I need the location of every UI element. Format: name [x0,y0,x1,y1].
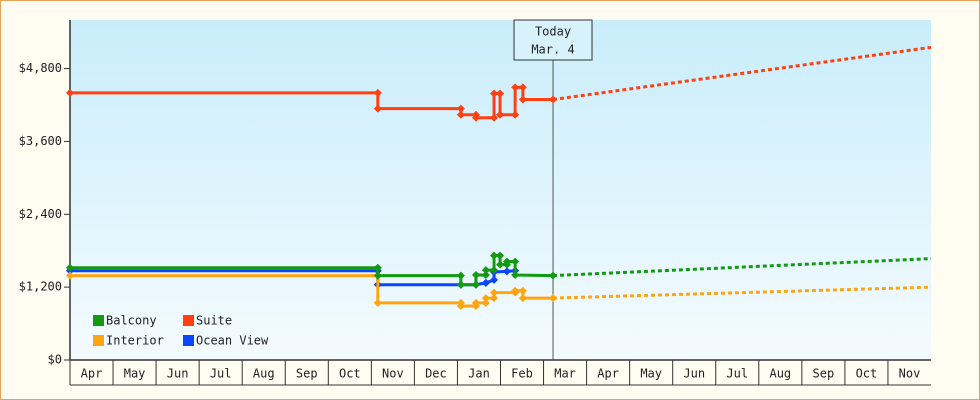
x-tick-label: Sep [296,367,318,381]
point-marker [490,251,499,260]
x-tick-label: Jul [210,367,232,381]
point-marker [456,110,465,119]
point-marker [373,263,382,272]
y-tick-label: $1,200 [19,280,62,294]
x-tick-label: Aug [769,367,791,381]
point-marker [518,83,527,92]
point-marker [456,301,465,310]
x-tick-label: Jun [683,367,705,381]
x-tick-label: Sep [813,367,835,381]
point-marker [496,110,505,119]
point-marker [502,257,511,266]
forecast-line [552,285,932,300]
legend-label: Balcony [106,314,157,328]
x-tick-label: Feb [511,367,533,381]
point-marker [490,288,499,297]
today-label: Mar. 4 [531,43,574,57]
point-marker [481,266,490,275]
point-marker [518,286,527,295]
y-tick-label: $2,400 [19,207,62,221]
point-marker [490,294,499,303]
point-marker [549,271,558,280]
x-tick-label: Jul [726,367,748,381]
point-marker [518,95,527,104]
forecast-line [552,257,932,278]
point-marker [471,271,480,279]
legend-swatch [93,335,104,346]
y-tick-label: $4,800 [19,61,62,75]
y-tick-label: $3,600 [19,134,62,148]
point-marker [511,83,520,92]
y-tick-label: $0 [48,353,62,367]
point-marker [456,104,465,113]
x-tick-label: Mar [554,367,576,381]
x-tick-label: Apr [81,367,103,381]
point-marker [471,280,480,289]
forecast-line [552,45,932,102]
point-marker [496,260,505,269]
point-marker [481,271,490,279]
point-marker [66,271,74,280]
point-marker [490,113,499,122]
legend-label: Ocean View [196,334,269,348]
legend-label: Interior [106,334,164,348]
point-marker [373,298,382,307]
point-marker [481,278,490,287]
plot-area [70,20,931,360]
legend-swatch [183,335,194,346]
point-marker [66,88,74,97]
point-marker [490,275,499,284]
x-tick-label: Nov [382,367,404,381]
point-marker [373,271,382,280]
x-tick-label: Oct [856,367,878,381]
today-label: Today [535,25,571,39]
x-tick-label: Jun [167,367,189,381]
point-marker [373,104,382,113]
point-marker [66,263,74,272]
x-tick-label: Apr [597,367,619,381]
point-marker [373,88,382,97]
x-tick-label: May [124,367,146,381]
point-marker [490,266,499,275]
point-marker [471,298,480,307]
point-marker [511,110,520,119]
point-marker [496,251,505,260]
point-marker [511,271,520,279]
legend-label: Suite [196,314,232,328]
point-marker [549,294,558,303]
point-marker [481,298,490,307]
point-marker [456,280,465,289]
x-tick-label: Dec [425,367,447,381]
point-marker [456,271,465,280]
x-tick-label: Nov [899,367,921,381]
x-tick-label: May [640,367,662,381]
point-marker [511,286,520,295]
point-marker [549,95,558,104]
today-box [513,19,593,61]
x-tick-label: Jan [468,367,490,381]
legend-swatch [183,315,194,326]
legend-swatch [93,315,104,326]
point-marker [496,89,505,98]
point-marker [502,267,511,276]
point-marker [511,257,520,266]
x-tick-label: Aug [253,367,275,381]
x-tick-label: Oct [339,367,361,381]
point-marker [518,294,527,303]
point-marker [481,294,490,303]
point-marker [490,89,499,98]
point-marker [471,113,480,122]
